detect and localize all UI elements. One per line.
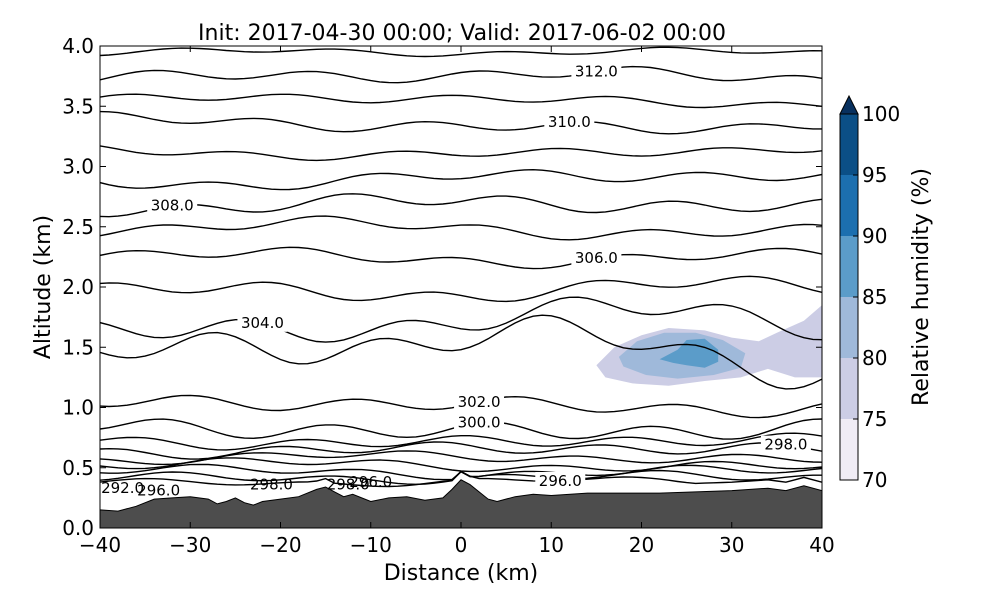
surface-contour-label-1: 296.0 bbox=[137, 482, 180, 500]
surface-contour-label-3: 298.0 bbox=[327, 476, 370, 494]
colorbar-segment-1 bbox=[840, 358, 858, 419]
y-tick-label-1: 0.5 bbox=[62, 456, 94, 480]
isentrope-line-2 bbox=[100, 93, 822, 109]
contour-label-1: 312.0 bbox=[575, 62, 618, 80]
y-tick-label-6: 3.0 bbox=[62, 155, 94, 179]
isentrope-line-20 bbox=[100, 470, 822, 488]
contour-label-bg-12 bbox=[454, 392, 505, 411]
x-tick-label-5: 10 bbox=[539, 533, 564, 557]
y-tick-label-3: 1.5 bbox=[62, 335, 94, 359]
colorbar-segment-3 bbox=[840, 236, 858, 297]
contour-label-bg-1 bbox=[571, 62, 622, 81]
contour-label-10: 304.0 bbox=[241, 314, 284, 332]
surface-contour-label-4: 296.0 bbox=[349, 473, 392, 491]
x-axis-label: Distance (km) bbox=[384, 561, 539, 586]
x-tick-label-7: 30 bbox=[719, 533, 744, 557]
isentrope-line-10 bbox=[100, 296, 822, 343]
colorbar: 70 75 80 85 90 95 100 bbox=[839, 94, 900, 492]
surface-contour-label-2: 298.0 bbox=[250, 476, 293, 494]
contour-label-bg-8 bbox=[571, 249, 622, 268]
y-tick-label-5: 2.5 bbox=[62, 215, 94, 239]
isentrope-line-7 bbox=[100, 215, 822, 241]
contour-label-15: 298.0 bbox=[764, 436, 807, 454]
y-tick-label-4: 2.0 bbox=[62, 275, 94, 299]
contour-label-bg-20 bbox=[535, 472, 586, 491]
y-axis: 0.0 0.5 1.0 1.5 2.0 2.5 3.0 3.5 4.0 bbox=[62, 34, 822, 540]
colorbar-tick-label-1: 75 bbox=[862, 407, 887, 431]
isentrope-line-14 bbox=[100, 432, 822, 451]
colorbar-segment-4 bbox=[840, 175, 858, 236]
contour-label-bg-3 bbox=[544, 113, 595, 132]
x-tick-label-0: −40 bbox=[79, 533, 121, 557]
contour-label-bg-13 bbox=[454, 413, 505, 432]
contour-label-12: 302.0 bbox=[458, 393, 501, 411]
terrain bbox=[100, 479, 822, 528]
y-tick-label-8: 4.0 bbox=[62, 34, 94, 58]
chart-title: Init: 2017-04-30 00:00; Valid: 2017-06-0… bbox=[198, 21, 726, 46]
contour-label-6: 308.0 bbox=[151, 197, 194, 215]
x-tick-label-2: −20 bbox=[259, 533, 301, 557]
surface-contour-label-0: 292.0 bbox=[101, 479, 144, 497]
x-tick-label-4: 0 bbox=[455, 533, 468, 557]
x-axis: −40 −30 −20 −10 0 10 20 30 40 bbox=[79, 46, 835, 557]
contour-label-20: 296.0 bbox=[539, 472, 582, 490]
colorbar-tick-label-4: 90 bbox=[862, 224, 887, 248]
x-tick-label-3: −10 bbox=[350, 533, 392, 557]
contour-labels: 312.0 310.0 308.0 306.0 304.0 302.0 300.0 298.0… bbox=[101, 62, 811, 500]
contour-label-3: 310.0 bbox=[548, 113, 591, 131]
colorbar-tick-label-0: 70 bbox=[862, 468, 887, 492]
isentrope-line-0 bbox=[100, 46, 822, 58]
isentrope-line-1 bbox=[100, 65, 822, 84]
isentrope-line-6 bbox=[100, 193, 822, 218]
contour-label-13: 300.0 bbox=[458, 414, 501, 432]
contour-label-bg-6 bbox=[147, 196, 198, 215]
colorbar-segment-2 bbox=[840, 297, 858, 358]
y-tick-label-2: 1.0 bbox=[62, 396, 94, 420]
isentrope-line-3 bbox=[100, 110, 822, 135]
y-tick-label-7: 3.5 bbox=[62, 94, 94, 118]
x-tick-label-8: 40 bbox=[809, 533, 834, 557]
contour-label-bg-10 bbox=[237, 313, 288, 332]
colorbar-tick-label-6: 100 bbox=[862, 102, 900, 126]
isentrope-line-16 bbox=[100, 450, 822, 466]
x-tick-label-6: 20 bbox=[629, 533, 654, 557]
colorbar-tick-label-2: 80 bbox=[862, 346, 887, 370]
y-tick-label-0: 0.0 bbox=[62, 516, 94, 540]
humidity-region-2 bbox=[659, 338, 719, 368]
y-axis-label: Altitude (km) bbox=[31, 215, 56, 359]
contour-label-8: 306.0 bbox=[575, 249, 618, 267]
isentrope-line-11 bbox=[100, 314, 822, 390]
isentrope-line-4 bbox=[100, 145, 822, 162]
colorbar-segment-5 bbox=[840, 114, 858, 175]
isentrope-line-8 bbox=[100, 246, 822, 270]
colorbar-segment-0 bbox=[840, 419, 858, 480]
isentrope-line-9 bbox=[100, 275, 822, 303]
humidity-shading bbox=[596, 305, 822, 386]
x-tick-label-1: −30 bbox=[169, 533, 211, 557]
terrain-fill bbox=[100, 479, 822, 528]
isentrope-line-5 bbox=[100, 168, 822, 191]
contour-label-bg-15 bbox=[760, 435, 811, 454]
colorbar-label: Relative humidity (%) bbox=[909, 168, 934, 406]
colorbar-tick-label-5: 95 bbox=[862, 163, 887, 187]
colorbar-tick-label-3: 85 bbox=[862, 285, 887, 309]
colorbar-extend-arrow bbox=[839, 94, 859, 115]
